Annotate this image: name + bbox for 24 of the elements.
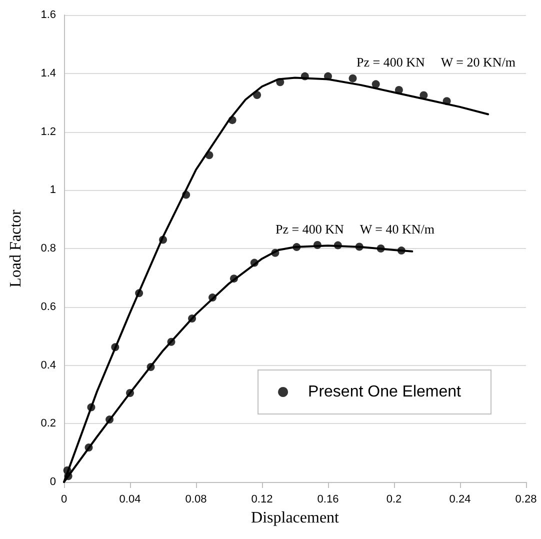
- x-tick-label: 0.16: [317, 494, 339, 506]
- x-tick-label: 0.12: [251, 494, 273, 506]
- x-tick-label: 0.28: [515, 494, 537, 506]
- annotation: Pz = 400 KN W = 40 KN/m: [276, 222, 434, 236]
- x-tick-label: 0.04: [119, 494, 141, 506]
- y-tick-label: 1.2: [40, 126, 56, 138]
- x-tick-label: 0.2: [386, 494, 402, 506]
- y-tick-label: 0: [50, 476, 56, 488]
- x-axis-title: Displacement: [251, 510, 340, 526]
- y-tick-label: 0.2: [40, 418, 56, 430]
- y-tick-label: 0.4: [40, 359, 56, 372]
- y-axis-title: Load Factor: [8, 208, 24, 288]
- legend-label: Present One Element: [308, 384, 462, 400]
- x-tick-label: 0.08: [185, 494, 207, 506]
- point: [348, 74, 357, 82]
- point: [372, 80, 380, 88]
- y-tick-label: 1.6: [40, 9, 56, 21]
- x-tick-label: 0: [60, 494, 68, 506]
- y-tick-label: 0.6: [40, 300, 56, 313]
- y-tick-label: 0.8: [40, 242, 56, 254]
- x-tick-label: 0.24: [449, 494, 471, 506]
- y-tick-label: 1: [50, 184, 56, 196]
- annotation: Pz = 400 KN W = 20 KN/m: [356, 54, 516, 70]
- y-tick-label: 1.4: [40, 67, 56, 80]
